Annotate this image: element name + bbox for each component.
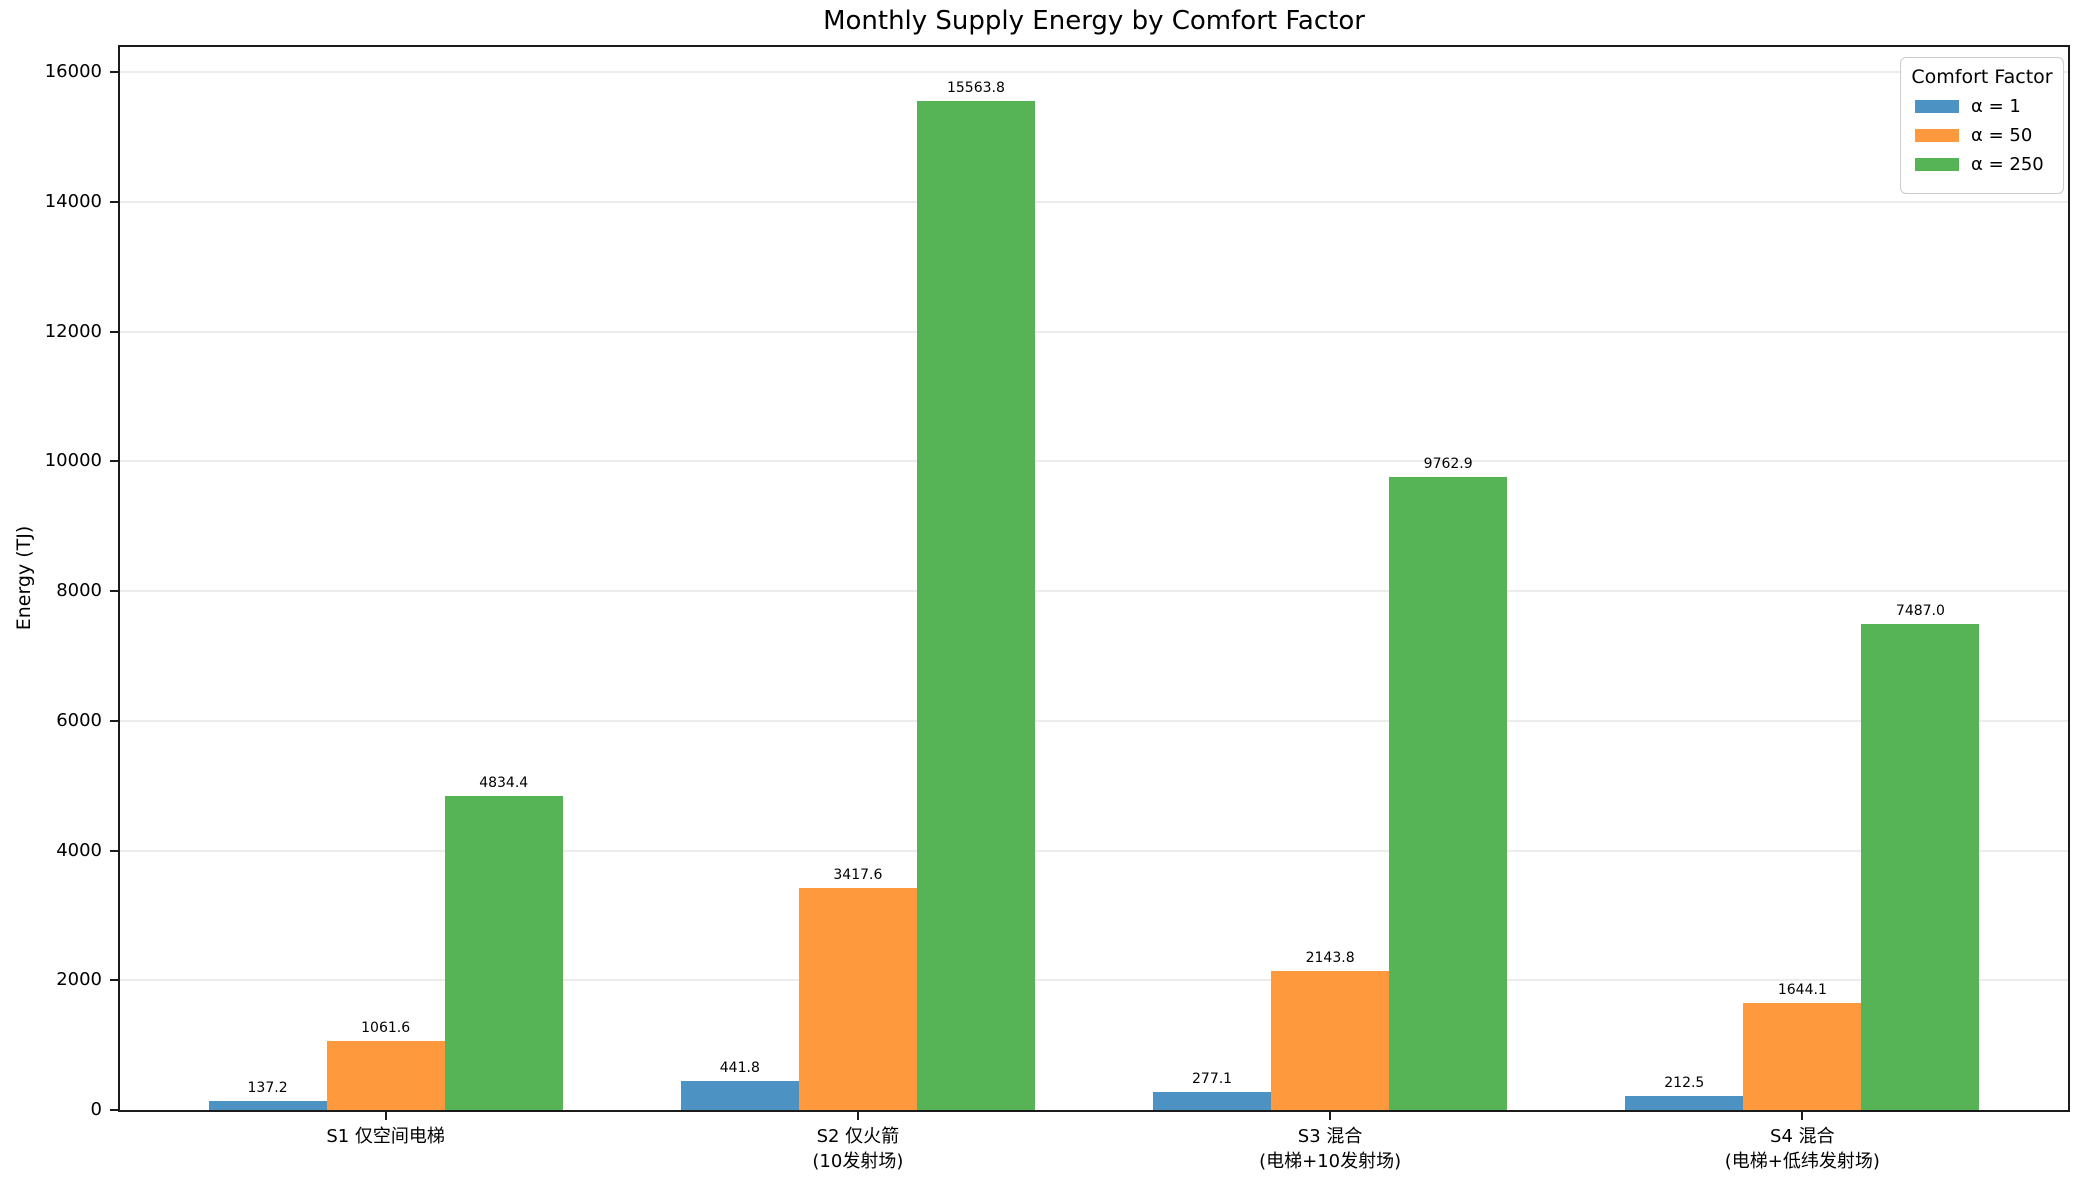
bar-value-label: 277.1 <box>1192 1071 1233 1088</box>
legend-swatch-icon <box>1915 100 1959 113</box>
bar-value-label: 9762.9 <box>1423 455 1473 472</box>
y-tick-mark <box>110 330 118 333</box>
bar <box>680 1081 799 1110</box>
bar <box>326 1041 445 1110</box>
bar-value-label: 4834.4 <box>479 775 529 792</box>
x-tick-label: S4 混合 (电梯+低纬发射场) <box>1724 1126 1880 1172</box>
y-tick-label: 8000 <box>56 580 102 602</box>
bar <box>916 100 1035 1110</box>
y-tick-label: 4000 <box>56 839 102 861</box>
y-tick-mark <box>110 979 118 982</box>
x-tick-label: S1 仅空间电梯 <box>326 1126 445 1147</box>
legend-label: α = 250 <box>1971 154 2044 175</box>
bar <box>208 1101 327 1110</box>
x-tick-label: S2 仅火箭 (10发射场) <box>812 1126 904 1172</box>
gridline <box>120 71 2068 74</box>
legend-row: α = 50 <box>1915 125 2053 146</box>
x-tick-mark <box>384 1112 387 1120</box>
gridline <box>120 590 2068 593</box>
bar-value-label: 212.5 <box>1664 1075 1705 1092</box>
legend-title: Comfort Factor <box>1911 66 2053 88</box>
plot-area: 137.2 441.8 277.1 212.5 1061.6 3417.6 2143.8 16… <box>118 45 2070 1112</box>
x-tick-label: S3 混合 (电梯+10发射场) <box>1259 1126 1402 1172</box>
gridline <box>120 979 2068 982</box>
y-tick-mark <box>110 849 118 852</box>
y-tick-label: 10000 <box>44 450 102 472</box>
x-tick-mark <box>856 1112 859 1120</box>
y-tick-label: 2000 <box>56 969 102 991</box>
x-tick-mark <box>1801 1112 1804 1120</box>
bar <box>798 888 917 1110</box>
y-tick-label: 14000 <box>44 191 102 212</box>
plot-inner: 137.2 441.8 277.1 212.5 1061.6 3417.6 2143.8 16… <box>120 47 2068 1110</box>
legend-label: α = 1 <box>1971 96 2021 117</box>
bar <box>1271 970 1390 1110</box>
legend-row: α = 250 <box>1915 154 2053 175</box>
bar <box>1153 1092 1272 1110</box>
x-tick-mark <box>1329 1112 1332 1120</box>
y-tick-mark <box>110 71 118 74</box>
y-tick-label: 16000 <box>44 61 102 83</box>
bar-value-label: 441.8 <box>719 1060 760 1077</box>
y-tick-mark <box>110 460 118 463</box>
legend-label: α = 50 <box>1971 125 2033 146</box>
bar <box>444 796 563 1110</box>
y-tick-mark <box>110 719 118 722</box>
bar <box>1389 476 1508 1110</box>
bar-value-label: 1644.1 <box>1777 982 1827 999</box>
bar-value-label: 7487.0 <box>1895 603 1945 620</box>
bar <box>1861 624 1980 1110</box>
y-tick-mark <box>110 201 118 203</box>
y-axis-label: Energy (TJ) <box>13 525 35 631</box>
gridline <box>120 719 2068 722</box>
gridline <box>120 330 2068 333</box>
y-tick-label: 6000 <box>56 709 102 731</box>
y-tick-mark <box>110 1109 118 1111</box>
gridline <box>120 849 2068 852</box>
gridline <box>120 460 2068 463</box>
gridline <box>120 201 2068 204</box>
bar-value-label: 137.2 <box>247 1080 288 1097</box>
bar-value-label: 15563.8 <box>946 79 1005 96</box>
bar-value-label: 2143.8 <box>1305 949 1355 966</box>
legend: Comfort Factor α = 1 α = 50 α = 250 <box>1900 57 2064 194</box>
legend-swatch-icon <box>1915 158 1959 171</box>
y-tick-mark <box>110 590 118 593</box>
legend-row: α = 1 <box>1915 96 2053 117</box>
bar-value-label: 1061.6 <box>361 1020 411 1037</box>
legend-swatch-icon <box>1915 129 1959 142</box>
y-tick-label: 0 <box>90 1099 102 1120</box>
y-tick-label: 12000 <box>44 320 102 342</box>
bar <box>1743 1003 1862 1110</box>
bar <box>1625 1096 1744 1110</box>
chart-title: Monthly Supply Energy by Comfort Factor <box>823 6 1365 36</box>
bar-value-label: 3417.6 <box>833 867 883 884</box>
